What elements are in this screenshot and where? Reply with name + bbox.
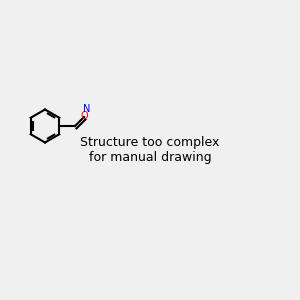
Text: Structure too complex
for manual drawing: Structure too complex for manual drawing (80, 136, 220, 164)
Text: O: O (80, 110, 88, 121)
Text: N: N (83, 104, 91, 115)
